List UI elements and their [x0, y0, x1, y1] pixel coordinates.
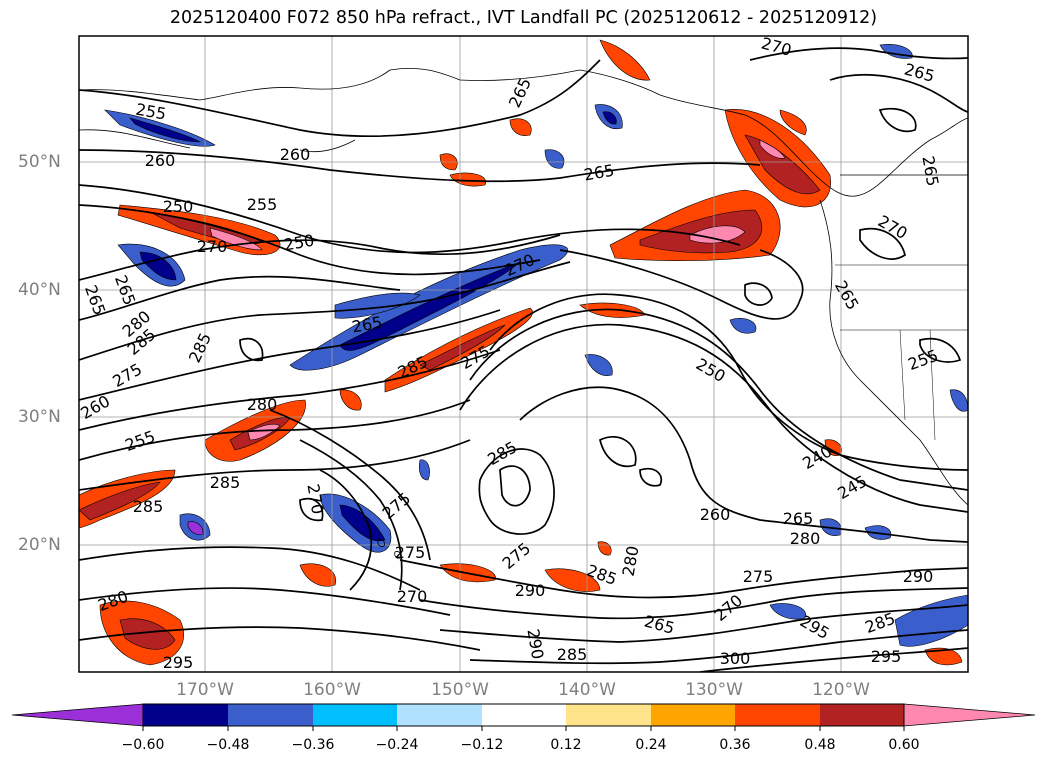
colorbar-segment: [566, 704, 651, 726]
lon-label-140w: 140°W: [558, 680, 616, 700]
lat-label-20n: 20°N: [18, 535, 61, 555]
contour-label: 290: [903, 567, 934, 586]
lat-label-40n: 40°N: [18, 280, 61, 300]
lon-label-120w: 120°W: [812, 680, 870, 700]
contour-label: 275: [395, 543, 426, 562]
colorbar: [11, 703, 1036, 731]
colorbar-segment: [482, 704, 566, 726]
colorbar-segment: [651, 704, 735, 726]
colorbar-segment: [397, 704, 482, 726]
colorbar-tick: −0.24: [375, 737, 419, 753]
colorbar-segment: [228, 704, 313, 726]
alaska-coast: [79, 67, 746, 116]
lat-label-50n: 50°N: [18, 152, 61, 172]
contour-label: 275: [743, 567, 774, 586]
colorbar-tick: −0.36: [291, 737, 335, 753]
contour-label: 285: [557, 645, 588, 664]
colorbar-segment: [735, 704, 820, 726]
us-west-coast: [819, 199, 968, 506]
bc-coast: [744, 114, 968, 197]
colorbar-segment: [11, 703, 144, 727]
colorbar-tick: 0.36: [719, 737, 751, 753]
lon-label-130w: 130°W: [685, 680, 743, 700]
hawaii: [377, 539, 402, 559]
colorbar-tick: 0.24: [635, 737, 667, 753]
contour-label: 285: [133, 497, 164, 516]
lon-label-160w: 160°W: [303, 680, 361, 700]
contour-label: 300: [720, 649, 751, 668]
colorbar-tick: 0.12: [550, 737, 582, 753]
contour-label: 260: [700, 505, 731, 524]
colorbar-tick: 0.48: [804, 737, 836, 753]
colorbar-segment: [903, 703, 1036, 727]
colorbar-tick: −0.12: [460, 737, 504, 753]
map-title: 2025120400 F072 850 hPa refract., IVT La…: [169, 8, 878, 28]
map-plot-area: 255 260 260 265 265 270 265 250 255 250 …: [79, 34, 968, 672]
colorbar-tick: −0.60: [121, 737, 165, 753]
contour-label: 295: [163, 653, 194, 672]
contour-label: 270: [197, 237, 228, 256]
contour-label: 265: [783, 509, 814, 528]
refractivity-contours: [79, 47, 968, 672]
contour-label: 260: [280, 145, 311, 164]
contour-label: 255: [247, 195, 278, 214]
coastlines: [79, 67, 968, 559]
colorbar-segment: [143, 704, 228, 726]
lat-label-30n: 30°N: [18, 407, 61, 427]
contour-label: 290: [515, 581, 546, 600]
contour-label: 270: [397, 587, 428, 606]
contour-label: 260: [145, 151, 176, 170]
contour-label: 285: [210, 473, 241, 492]
colorbar-tick: −0.48: [206, 737, 250, 753]
aleutian-chain: [79, 129, 356, 153]
colorbar-segment: [313, 704, 397, 726]
contour-label: 280: [790, 529, 821, 548]
contour-label: 270: [759, 34, 793, 60]
colorbar-segment: [820, 704, 904, 726]
shaded-anomalies: [79, 39, 968, 666]
contour-label: 280: [247, 395, 278, 414]
colorbar-tick: 0.60: [888, 737, 920, 753]
map-frame: [78, 35, 969, 673]
contour-label: 250: [163, 197, 194, 216]
lon-label-150w: 150°W: [431, 680, 489, 700]
state-borders: [835, 264, 968, 441]
contour-label: 295: [871, 647, 902, 666]
lon-label-170w: 170°W: [176, 680, 234, 700]
